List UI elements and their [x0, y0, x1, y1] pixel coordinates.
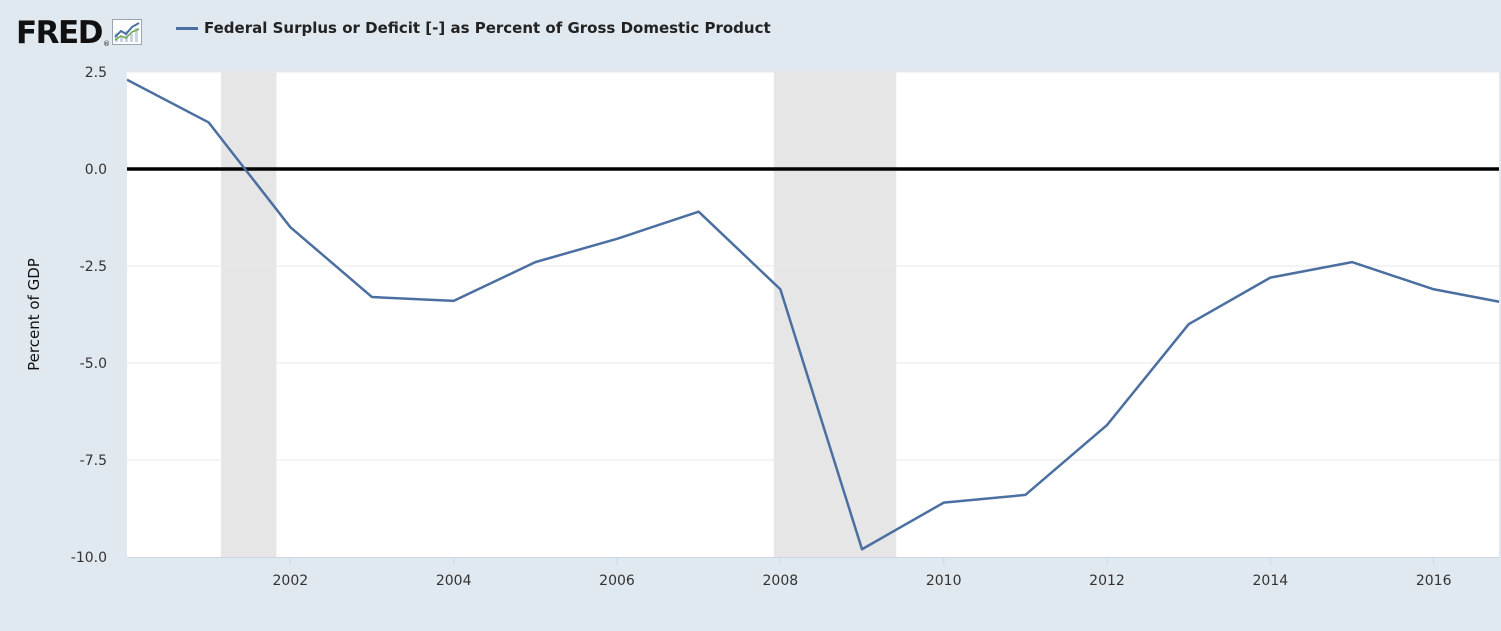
y-tick-label: 0.0: [85, 162, 107, 178]
series-point[interactable]: [205, 118, 213, 126]
series-point[interactable]: [1348, 258, 1356, 266]
y-axis-ticks: 2.5 0.0 -2.5 -5.0 -7.5 -10.0: [71, 65, 107, 566]
series-point[interactable]: [695, 208, 703, 216]
recession-band: [220, 72, 277, 557]
x-tick-label: 2002: [273, 573, 309, 589]
series-point[interactable]: [531, 258, 539, 266]
series-point[interactable]: [368, 293, 376, 301]
y-tick-label: -10.0: [71, 550, 107, 566]
series-point[interactable]: [613, 235, 621, 243]
y-axis-title: Percent of GDP: [25, 258, 43, 371]
chart-legend[interactable]: Federal Surplus or Deficit [-] as Percen…: [176, 19, 771, 37]
y-tick-label: 2.5: [85, 65, 107, 81]
x-tick-label: 2010: [926, 573, 962, 589]
series-point[interactable]: [858, 545, 866, 553]
x-tick-label: 2014: [1253, 573, 1289, 589]
series-point[interactable]: [1185, 320, 1193, 328]
series-point[interactable]: [123, 76, 131, 84]
x-tick-label: 2008: [763, 573, 799, 589]
series-point[interactable]: [286, 223, 294, 231]
y-tick-label: -7.5: [80, 453, 107, 469]
x-tick-label: 2006: [599, 573, 635, 589]
series-point[interactable]: [1266, 274, 1274, 282]
series-point[interactable]: [776, 285, 784, 293]
chart-header: FRED ® Federal Surplus or Deficit [-] as…: [0, 0, 1501, 68]
recession-shading-layer: [220, 72, 897, 557]
x-tick-label: 2004: [436, 573, 472, 589]
y-tick-label: -5.0: [80, 356, 107, 372]
series-point[interactable]: [1021, 491, 1029, 499]
series-point[interactable]: [1430, 285, 1438, 293]
x-axis-ticks: 2002 2004 2006 2008 2010 2012 2014 2016: [273, 557, 1452, 589]
x-tick-label: 2016: [1416, 573, 1452, 589]
series-point[interactable]: [1103, 421, 1111, 429]
legend-series-swatch: [176, 26, 198, 30]
series-point[interactable]: [450, 297, 458, 305]
x-tick-label: 2012: [1089, 573, 1125, 589]
y-tick-label: -2.5: [80, 259, 107, 275]
series-point[interactable]: [940, 499, 948, 507]
grid-lines-layer: [127, 71, 1499, 461]
legend-series-label: Federal Surplus or Deficit [-] as Percen…: [204, 19, 771, 37]
recession-band: [773, 72, 897, 557]
fred-logo[interactable]: FRED ®: [16, 14, 142, 52]
fred-logo-text: FRED: [16, 15, 103, 51]
line-graph-icon: [111, 19, 142, 45]
series-line[interactable]: [127, 78, 1501, 551]
fred-logo-registered-mark: ®: [102, 40, 110, 48]
